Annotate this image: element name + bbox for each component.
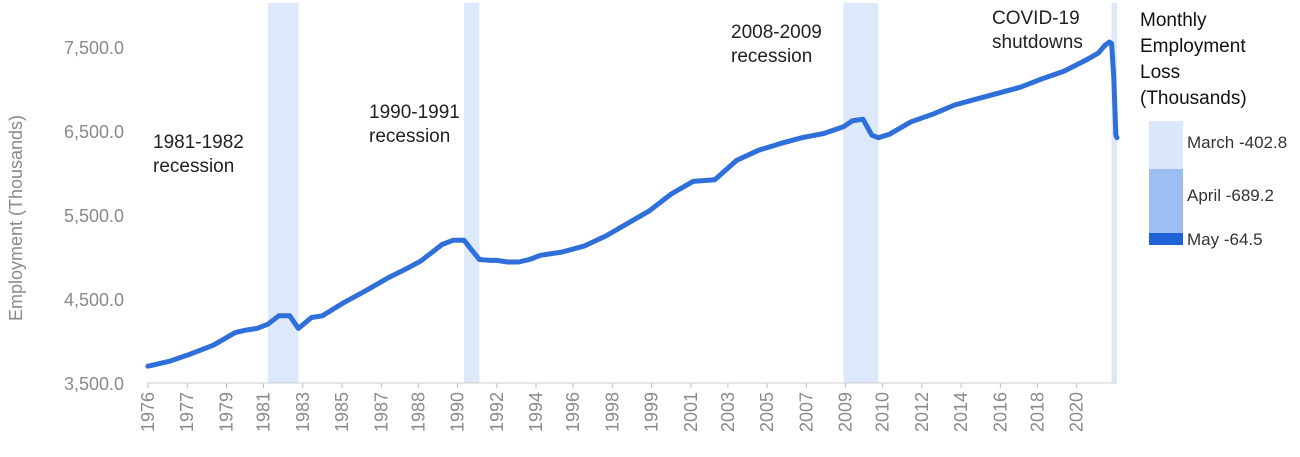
legend: Monthly Employment Loss (Thousands) March -4… [1140,10,1287,249]
x-tick-label: 2016 [990,392,1010,432]
legend-label-2: April -689.2 [1187,186,1274,205]
x-tick-label: 1992 [487,392,507,432]
x-tick-label: 1983 [293,392,313,432]
x-tick-label: 2003 [718,392,738,432]
x-tick-label: 2007 [796,392,816,432]
x-tick-label: 2012 [912,392,932,432]
x-tick-label: 1994 [526,392,546,432]
recession-annotations: 1981-1982 recession 1990-1991 recession 2008… [153,8,1083,177]
x-tick-label: 2014 [951,392,971,432]
x-tick-label: 1981 [254,392,274,432]
x-tick-label: 1998 [602,392,622,432]
x-tick-label: 1987 [371,392,391,432]
recession-band-3 [843,3,879,383]
x-tick-label: 1976 [138,392,158,432]
x-tick-label: 1999 [642,392,662,432]
x-tick-label: 1996 [563,392,583,432]
legend-swatch-2 [1149,169,1183,233]
x-tick-label: 2018 [1027,392,1047,432]
annotation-recession-4: COVID-19 shutdowns [992,8,1083,53]
y-axis-ticks: 3,500.0 4,500.0 5,500.0 6,500.0 7,500.0 [64,38,124,394]
legend-swatch-1 [1149,121,1183,169]
recession-band-4 [1111,3,1117,383]
x-tick-label: 1985 [332,392,352,432]
x-tick-label: 2010 [873,392,893,432]
legend-swatch-3 [1149,233,1183,245]
recession-band-2 [464,3,480,383]
x-tick-label: 2001 [681,392,701,432]
series-line-employment [145,39,1120,369]
y-axis-label: Employment (Thousands) [6,115,26,321]
x-tick-label: 2009 [836,392,856,432]
x-tick-label: 1979 [216,392,236,432]
y-tick-label: 6,500.0 [64,122,124,142]
recession-bands [267,3,1117,383]
x-tick-label: 1977 [177,392,197,432]
legend-label-1: March -402.8 [1187,133,1287,152]
x-axis-ticks: 1976 1977 1979 1981 1983 1985 1987 1988 1990 1992… [138,383,1087,432]
legend-label-3: May -64.5 [1187,230,1263,249]
y-tick-label: 5,500.0 [64,206,124,226]
y-tick-label: 4,500.0 [64,290,124,310]
x-tick-label: 1988 [408,392,428,432]
x-tick-label: 1990 [448,392,468,432]
x-tick-label: 2020 [1067,392,1087,432]
y-tick-label: 3,500.0 [64,374,124,394]
annotation-recession-1: 1981-1982 recession [153,132,244,177]
x-tick-label: 2005 [757,392,777,432]
legend-title: Monthly Employment Loss (Thousands) [1140,10,1247,109]
annotation-recession-3: 2008-2009 recession [731,22,822,67]
annotation-recession-2: 1990-1991 recession [369,102,460,147]
y-tick-label: 7,500.0 [64,38,124,58]
